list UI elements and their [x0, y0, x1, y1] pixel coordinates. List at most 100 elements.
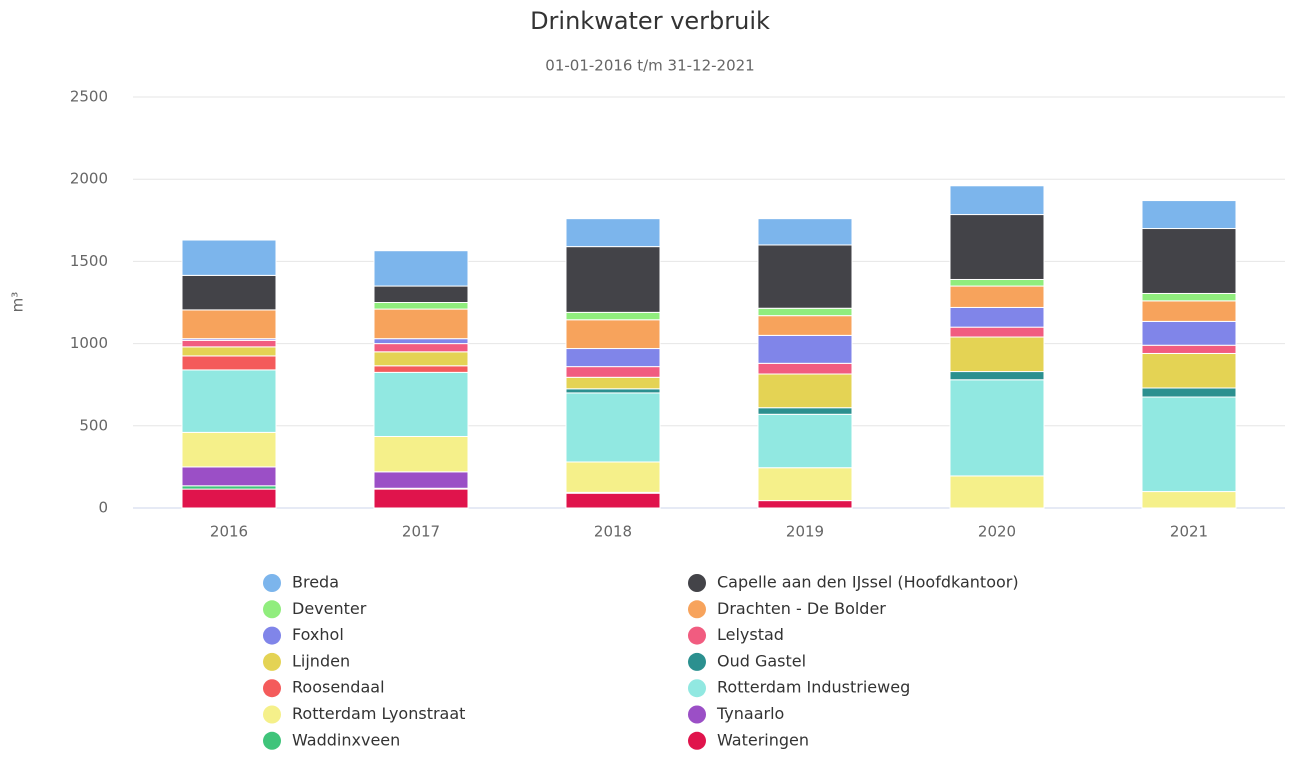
legend-label: Deventer	[292, 599, 367, 618]
bar-segment	[757, 362, 853, 375]
bar-segment	[181, 355, 277, 371]
bar-segment	[373, 343, 469, 353]
y-tick-label: 2000	[70, 170, 108, 188]
legend-label: Tynaarlo	[716, 704, 784, 723]
y-tick-label: 1500	[70, 252, 108, 270]
chart-subtitle: 01-01-2016 t/m 31-12-2021	[545, 57, 754, 75]
bar-segment	[373, 285, 469, 303]
bar-segment	[373, 488, 469, 509]
bar-segment	[757, 218, 853, 246]
bar-segment	[373, 365, 469, 373]
bar-segment	[949, 285, 1045, 308]
legend-label: Drachten - De Bolder	[717, 599, 886, 618]
legend-marker	[688, 679, 706, 698]
bar-segment	[373, 302, 469, 310]
x-tick-label: 2021	[1170, 523, 1208, 541]
bar-segment	[565, 392, 661, 463]
legend-label: Wateringen	[717, 730, 809, 749]
chart-title: Drinkwater verbruik	[530, 7, 770, 35]
bar-segment	[565, 246, 661, 313]
legend-label: Foxhol	[292, 625, 344, 644]
bar-segment	[565, 218, 661, 248]
bar-segment	[1141, 396, 1237, 493]
bar-segment	[565, 492, 661, 509]
x-tick-label: 2016	[210, 523, 248, 541]
bar-segment	[757, 467, 853, 502]
bar-segment	[757, 307, 853, 317]
bar-segment	[181, 346, 277, 357]
bar-segment	[1141, 300, 1237, 322]
bar-segment	[565, 319, 661, 350]
bar-segment	[949, 371, 1045, 381]
legend-label: Rotterdam Lyonstraat	[292, 704, 465, 723]
bar-segment	[565, 348, 661, 368]
legend-marker	[688, 652, 706, 671]
bar-segment	[949, 379, 1045, 477]
legend-label: Lelystad	[717, 625, 784, 644]
bar-segment	[949, 278, 1045, 287]
bar-segment	[1141, 228, 1237, 294]
legend-marker	[263, 652, 281, 671]
bar-segment	[949, 475, 1045, 509]
legend-marker	[263, 600, 281, 619]
y-tick-label: 1000	[70, 334, 108, 352]
bar-segment	[565, 376, 661, 390]
bar-segment	[565, 388, 661, 394]
bar-segment	[373, 435, 469, 473]
bar-segment	[1141, 320, 1237, 346]
bar-segment	[565, 366, 661, 378]
x-tick-label: 2018	[594, 523, 632, 541]
x-tick-label: 2017	[402, 523, 440, 541]
bar-segment	[949, 214, 1045, 280]
bar-segment	[373, 338, 469, 345]
bar-segment	[181, 431, 277, 468]
bar-segment	[565, 461, 661, 493]
bar-segment	[949, 326, 1045, 338]
bar-segment	[181, 274, 277, 311]
legend-marker	[688, 705, 706, 724]
bar-segment	[757, 413, 853, 469]
bar-segment	[373, 308, 469, 340]
x-tick-label: 2019	[786, 523, 824, 541]
bar-segment	[949, 336, 1045, 373]
legend-marker	[263, 731, 281, 750]
legend-label: Oud Gastel	[717, 651, 806, 670]
legend-marker	[688, 600, 706, 619]
bar-segment	[949, 185, 1045, 216]
bar-segment	[1141, 292, 1237, 302]
bar-segment	[757, 500, 853, 509]
legend-marker	[263, 574, 281, 592]
bar-segment	[373, 250, 469, 287]
legend-marker	[263, 705, 281, 724]
bar-segment	[757, 407, 853, 415]
bar-segment	[373, 471, 469, 489]
legend-label: Rotterdam Industrieweg	[717, 678, 910, 697]
legend-label: Lijnden	[292, 651, 350, 670]
bar-segment	[181, 339, 277, 348]
legend-label: Capelle aan den IJssel (Hoofdkantoor)	[717, 573, 1019, 592]
bar-segment	[181, 488, 277, 509]
bar-segment	[1141, 387, 1237, 398]
bar-segment	[181, 239, 277, 276]
legend-marker	[688, 731, 706, 750]
legend-marker	[263, 679, 281, 698]
bar-segment	[757, 373, 853, 409]
legend-marker	[688, 574, 706, 592]
bar-segment	[1141, 344, 1237, 354]
bar-segment	[757, 244, 853, 309]
bar-segment	[181, 466, 277, 487]
bar-segment	[181, 309, 277, 340]
legend-label: Breda	[292, 573, 339, 592]
y-tick-label: 500	[79, 416, 108, 434]
y-tick-label: 0	[98, 499, 108, 517]
bar-segment	[565, 311, 661, 321]
legend-label: Roosendaal	[292, 678, 385, 697]
legend-marker	[263, 626, 281, 645]
y-tick-label: 2500	[70, 88, 108, 106]
bar-segment	[757, 334, 853, 364]
bar-segment	[373, 351, 469, 367]
bar-segment	[373, 371, 469, 437]
bar-segment	[181, 369, 277, 433]
legend-marker	[688, 626, 706, 645]
